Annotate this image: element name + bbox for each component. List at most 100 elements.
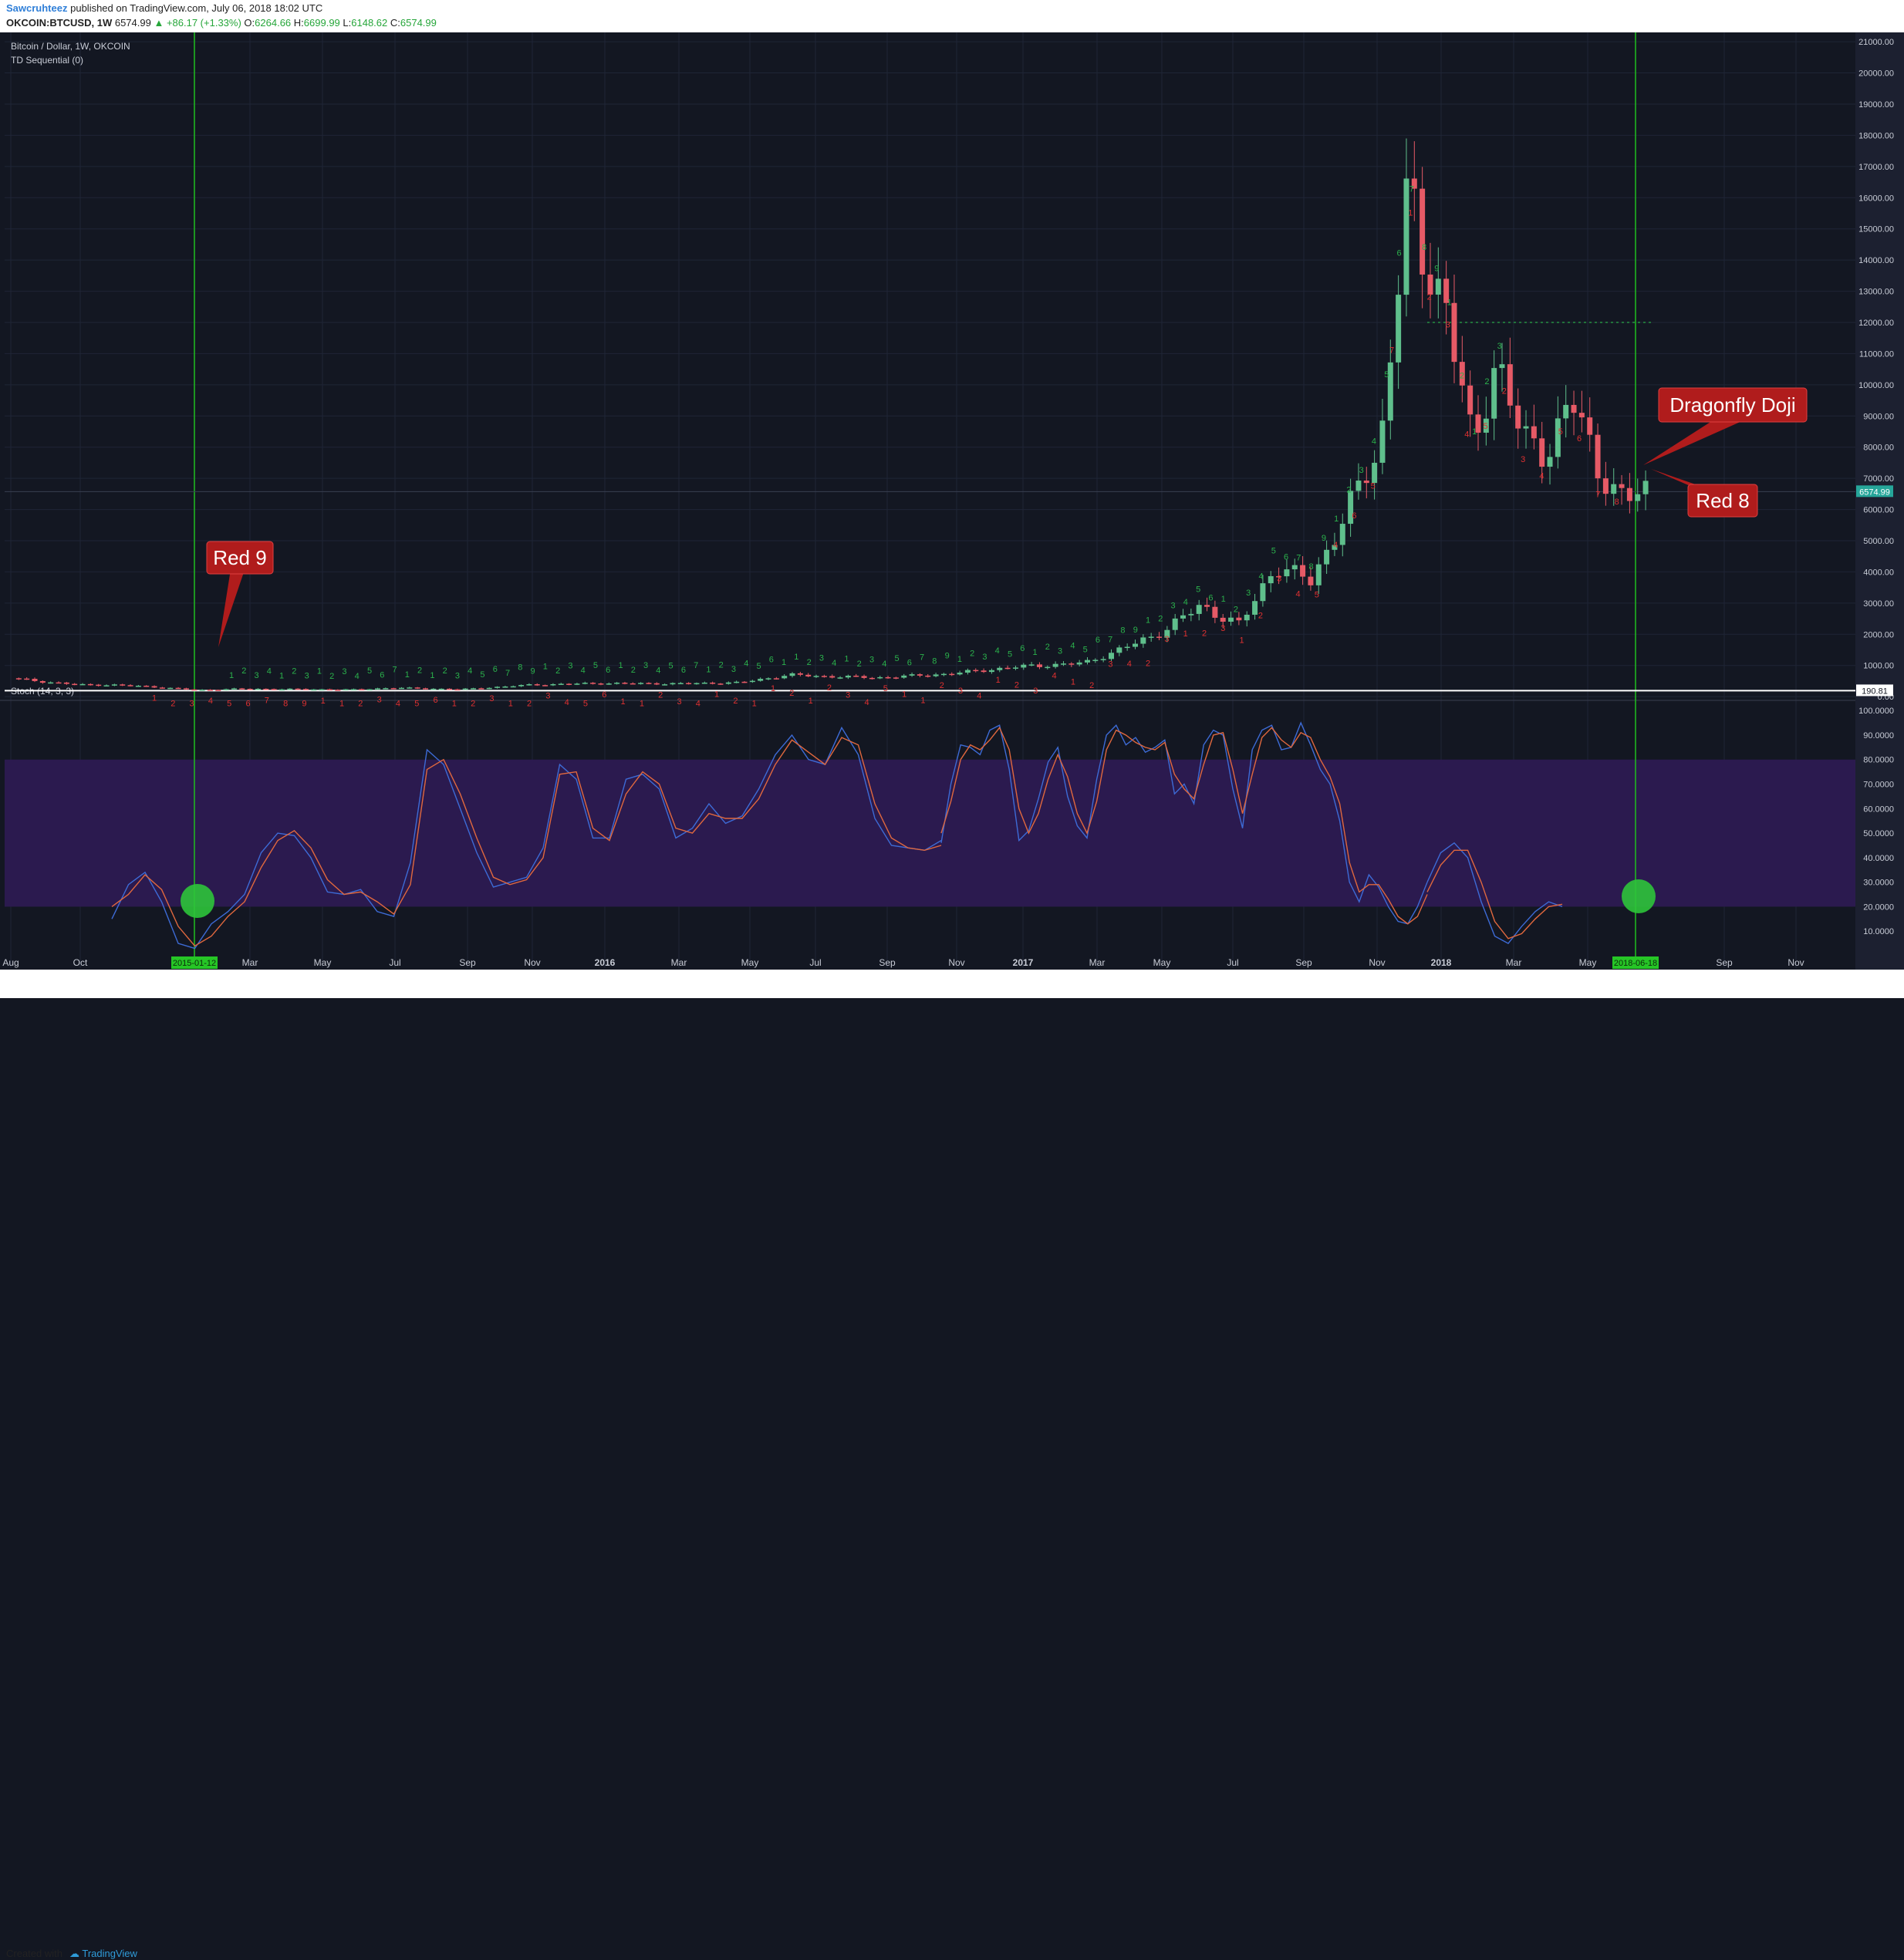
td-red-count: 3 [1220,624,1225,633]
td-green-count: 1 [1033,648,1038,657]
td-green-count: 5 [1083,645,1088,654]
candle-body [1491,368,1497,419]
td-red-count: 6 [602,690,606,700]
candle-body [925,675,931,677]
td-green-count: 3 [455,672,460,681]
td-green-count: 6 [1020,644,1025,653]
td-red-count: 1 [1183,629,1188,639]
td-green-count: 5 [894,654,899,663]
candle-body [1315,564,1322,585]
td-green-count: 2 [719,660,724,670]
symbol-name: OKCOIN:BTCUSD, 1W [6,17,113,29]
candle-body [1172,618,1178,630]
price-tick-label: 6000.00 [1863,506,1894,515]
support-label-text: 190.81 [1862,687,1888,696]
red8-annotation: Red 8 [1651,469,1758,518]
price-tick-label: 19000.00 [1858,100,1894,110]
td-green-count: 3 [254,671,258,680]
candle-body [566,683,572,685]
td-green-count: 2 [970,649,974,658]
x-tick-label: May [1579,957,1597,968]
candle-body [1140,637,1146,644]
candle-body [717,683,724,685]
td-green-count: 6 [380,670,384,680]
candle-body [606,683,612,685]
candle-body [1435,278,1441,295]
td-green-count: 3 [982,653,987,662]
chart-canvas[interactable]: 21000.0020000.0019000.0018000.0017000.00… [0,32,1904,970]
candle-body [462,688,468,690]
candle-body [1004,667,1011,670]
price-tick-label: 5000.00 [1863,537,1894,546]
stoch-tick-label: 20.0000 [1863,902,1894,912]
price-tick-label: 15000.00 [1858,225,1894,234]
td-green-count: 5 [1196,585,1200,595]
td-green-count: 6 [1208,593,1213,602]
candle-body [1036,664,1042,667]
author-link[interactable]: Sawcruhteez [6,2,68,14]
candle-body [917,674,923,676]
td-green-count: 1 [430,671,434,680]
candle-body [1300,565,1306,577]
candle-body [438,688,444,690]
candle-body [1092,660,1099,661]
publish-line: Sawcruhteez published on TradingView.com… [6,2,322,14]
td-green-count: 6 [681,666,686,675]
brand-label: TradingView [82,1948,137,1959]
candle-body [1403,178,1409,295]
candle-body [175,687,181,690]
candle-body [869,677,875,680]
candle-body [1372,462,1378,484]
price-tick-label: 4000.00 [1863,568,1894,577]
td-red-count: 2 [358,699,363,708]
td-red-count: 5 [1371,482,1376,491]
stoch-d-line [1426,849,1563,940]
candle-body [1571,404,1577,413]
candle-body [231,688,237,690]
stoch-band [5,759,1855,907]
tradingview-logo[interactable]: ☁ TradingView [69,1948,137,1959]
date-marker-text: 2015-01-12 [173,959,216,968]
candle-body [861,676,867,678]
td-green-count: 2 [631,666,636,675]
td-red-count: 1 [452,699,457,708]
td-red-count: 1 [996,676,1001,685]
td-red-count: 3 [1164,635,1169,644]
td-red-count: 2 [827,683,832,693]
td-green-count: 1 [279,671,284,680]
candle-body [486,687,492,690]
candle-body [638,683,644,684]
candle-body [1563,404,1569,419]
stoch-tick-label: 40.0000 [1863,854,1894,863]
td-red-count: 2 [1258,612,1263,621]
td-green-count: 5 [367,666,372,676]
candle-body [574,683,580,685]
candle-body [853,675,859,677]
candle-body [63,682,69,684]
td-green-count: 1 [1334,514,1339,524]
candle-body [542,685,549,687]
td-green-count: 2 [292,667,296,676]
red9-annotation: Red 9 [206,541,274,647]
td-green-count: 2 [417,666,422,675]
candle-body [582,683,588,684]
td-green-count: 6 [907,658,912,667]
candle-body [72,683,78,686]
candle-body [510,686,516,688]
candle-body [1076,662,1082,665]
candle-body [311,689,317,691]
candle-body [1133,643,1139,647]
td-green-count: 1 [543,662,548,671]
last-price: 6574.99 [114,17,151,29]
candle-body [1324,549,1330,565]
td-green-count: 1 [844,655,849,664]
td-red-count: 3 [958,687,963,696]
td-green-count: 5 [480,670,484,680]
candle-body [1427,274,1433,295]
stoch-tick-label: 60.0000 [1863,805,1894,814]
candle-body [988,670,994,673]
candle-body [343,689,349,691]
td-red-count: 5 [227,699,231,708]
oversold-circle [1622,879,1656,913]
td-red-count: 3 [1521,455,1525,464]
